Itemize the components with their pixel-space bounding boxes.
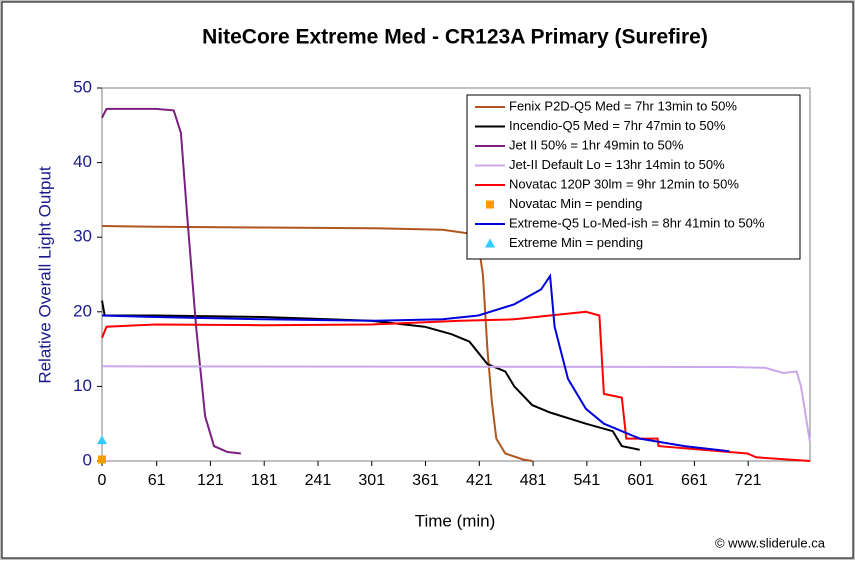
series-line [101,273,730,453]
chart-title: NiteCore Extreme Med - CR123A Primary (S… [202,26,708,49]
marker [485,238,495,248]
x-tick-label: 421 [466,472,493,489]
x-tick-label: 721 [735,472,762,489]
x-tick-label: 361 [412,472,439,489]
legend-label: Incendio-Q5 Med = 7hr 47min to 50% [509,118,726,133]
y-tick-label: 0 [83,450,92,469]
y-tick-label: 50 [73,77,92,96]
marker [98,455,106,464]
x-tick-label: 241 [305,472,332,489]
x-tick-label: 541 [573,472,600,489]
x-tick-label: 61 [148,472,166,489]
series-line [101,365,811,443]
legend-label: Jet-II Default Lo = 13hr 14min to 50% [509,157,725,172]
legend-label: Extreme-Q5 Lo-Med-ish = 8hr 41min to 50% [509,215,765,230]
series-line [101,107,242,455]
x-tick-label: 601 [627,472,654,489]
marker [486,200,494,209]
legend-label: Novatac Min = pending [509,196,642,211]
legend-label: Novatac 120P 30lm = 9hr 12min to 50% [509,176,739,191]
legend-box [466,94,801,260]
series-line [101,310,811,462]
legend-label: Fenix P2D-Q5 Med = 7hr 13min to 50% [509,98,737,113]
x-tick-label: 0 [98,472,107,489]
x-tick-label: 661 [681,472,708,489]
x-tick-label: 181 [251,472,278,489]
x-axis-label: Time (min) [415,511,496,530]
marker [97,435,107,445]
footnote: © www.sliderule.ca [715,535,826,550]
legend-label: Jet II 50% = 1hr 49min to 50% [509,137,684,152]
y-tick-label: 10 [73,376,92,395]
y-tick-label: 20 [73,301,92,320]
x-tick-label: 301 [358,472,385,489]
series-line [101,300,640,451]
legend-label: Extreme Min = pending [509,235,643,250]
x-tick-label: 481 [520,472,547,489]
y-axis-label: Relative Overall Light Output [35,166,54,384]
y-tick-label: 40 [73,152,92,171]
series-line [101,225,533,462]
x-tick-label: 121 [197,472,224,489]
y-tick-label: 30 [73,227,92,246]
